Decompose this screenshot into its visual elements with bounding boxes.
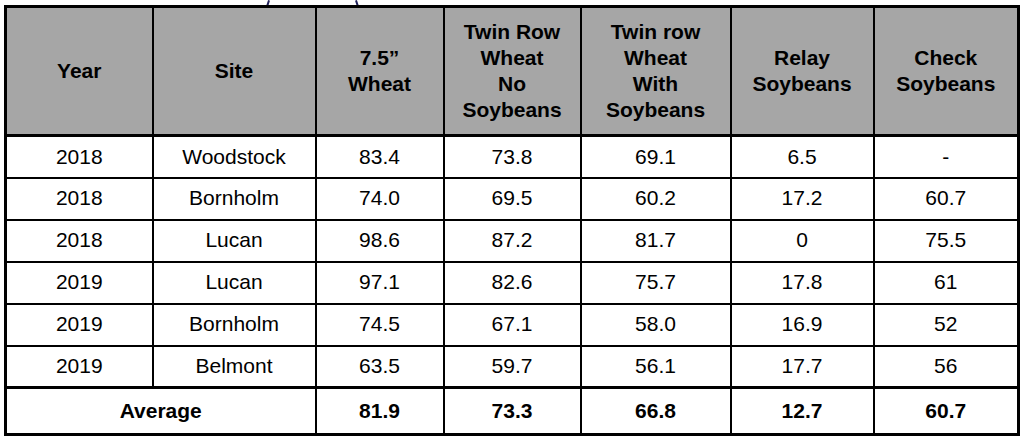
cell-twin-row-no-soy: 87.2 [444,220,581,262]
cell-twin-row-with-soy: 58.0 [581,304,731,346]
table-row: 2019 Bornholm 74.5 67.1 58.0 16.9 52 [6,304,1019,346]
cell-year: 2018 [6,220,153,262]
cell-twin-row-with-soy: 69.1 [581,136,731,178]
cell-twin-row-with-soy: 56.1 [581,346,731,388]
col-header-twin-row-no-soy: Twin Row Wheat No Soybeans [444,7,581,136]
average-cell-wheat-75: 81.9 [316,388,444,435]
average-label: Average [6,388,316,435]
col-header-site: Site [153,7,316,136]
cell-wheat-75: 97.1 [316,262,444,304]
cell-site: Bornholm [153,178,316,220]
cell-check-soybeans: 61 [874,262,1019,304]
cell-wheat-75: 74.5 [316,304,444,346]
table-row: 2019 Belmont 63.5 59.7 56.1 17.7 56 [6,346,1019,388]
table-row: 2018 Bornholm 74.0 69.5 60.2 17.2 60.7 [6,178,1019,220]
cell-site: Lucan [153,220,316,262]
cell-twin-row-no-soy: 67.1 [444,304,581,346]
average-cell-relay-soybeans: 12.7 [731,388,874,435]
col-header-year: Year [6,7,153,136]
cell-wheat-75: 74.0 [316,178,444,220]
cell-twin-row-no-soy: 73.8 [444,136,581,178]
cell-check-soybeans: 75.5 [874,220,1019,262]
cell-wheat-75: 83.4 [316,136,444,178]
cell-wheat-75: 63.5 [316,346,444,388]
cell-check-soybeans: 56 [874,346,1019,388]
table-row: 2018 Lucan 98.6 87.2 81.7 0 75.5 [6,220,1019,262]
cell-relay-soybeans: 0 [731,220,874,262]
col-header-wheat-75: 7.5” Wheat [316,7,444,136]
cell-twin-row-with-soy: 60.2 [581,178,731,220]
cell-check-soybeans: - [874,136,1019,178]
cell-year: 2018 [6,178,153,220]
table-row: 2019 Lucan 97.1 82.6 75.7 17.8 61 [6,262,1019,304]
col-header-relay-soybeans: Relay Soybeans [731,7,874,136]
cell-site: Lucan [153,262,316,304]
average-cell-twin-row-with-soy: 66.8 [581,388,731,435]
cell-site: Belmont [153,346,316,388]
table-row: 2018 Woodstock 83.4 73.8 69.1 6.5 - [6,136,1019,178]
table-header-row: Year Site 7.5” Wheat Twin Row Wheat No S… [6,7,1019,136]
page: Year Site 7.5” Wheat Twin Row Wheat No S… [0,0,1023,441]
cell-year: 2019 [6,346,153,388]
cell-check-soybeans: 60.7 [874,178,1019,220]
cell-site: Bornholm [153,304,316,346]
cell-year: 2019 [6,262,153,304]
col-header-twin-row-with-soy: Twin row Wheat With Soybeans [581,7,731,136]
average-row: Average 81.9 73.3 66.8 12.7 60.7 [6,388,1019,435]
cell-wheat-75: 98.6 [316,220,444,262]
cell-year: 2018 [6,136,153,178]
cell-twin-row-no-soy: 69.5 [444,178,581,220]
cell-twin-row-with-soy: 81.7 [581,220,731,262]
cell-relay-soybeans: 16.9 [731,304,874,346]
average-cell-twin-row-no-soy: 73.3 [444,388,581,435]
cell-twin-row-with-soy: 75.7 [581,262,731,304]
cell-check-soybeans: 52 [874,304,1019,346]
yield-results-table: Year Site 7.5” Wheat Twin Row Wheat No S… [4,5,1020,436]
col-header-check-soybeans: Check Soybeans [874,7,1019,136]
cell-relay-soybeans: 17.8 [731,262,874,304]
cell-twin-row-no-soy: 59.7 [444,346,581,388]
cell-twin-row-no-soy: 82.6 [444,262,581,304]
cell-relay-soybeans: 6.5 [731,136,874,178]
cell-site: Woodstock [153,136,316,178]
cell-year: 2019 [6,304,153,346]
cell-relay-soybeans: 17.2 [731,178,874,220]
cell-relay-soybeans: 17.7 [731,346,874,388]
average-cell-check-soybeans: 60.7 [874,388,1019,435]
